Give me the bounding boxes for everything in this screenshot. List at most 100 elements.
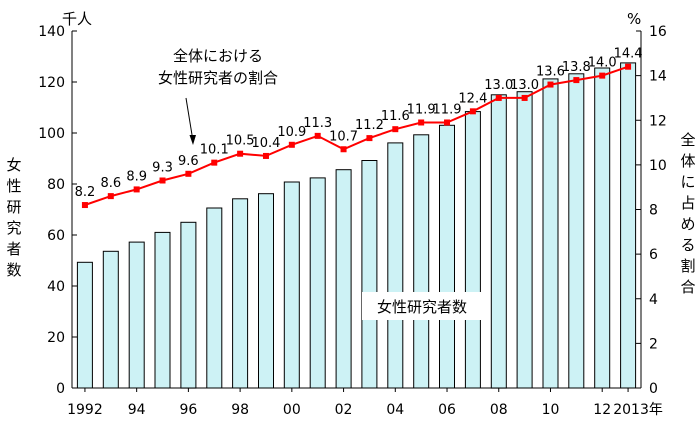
ratio-point-2005 [418,119,425,126]
ratio-point-1996 [185,170,192,177]
x-tick-label: 04 [386,402,404,418]
bar-1993 [102,250,119,389]
ratio-label-2013: 14.4 [614,47,643,62]
x-tick-label: 08 [490,402,508,418]
left-tick-label: 140 [38,24,65,40]
bar-2001 [309,177,326,389]
ratio-label-1996: 9.6 [178,154,199,169]
ratio-point-2004 [392,126,399,133]
left-tick-label: 0 [56,381,65,397]
ratio-point-2003 [366,135,373,142]
ratio-label-2007: 12.4 [458,91,487,106]
x-tick-label: 00 [283,402,301,418]
right-tick-label: 16 [649,24,667,40]
right-tick-label: 4 [649,292,658,308]
ratio-label-2008: 13.0 [484,78,513,93]
bar-2013 [620,62,637,389]
bar-1995 [154,231,171,389]
right-tick-label: 10 [649,158,667,174]
x-tick-label: 94 [128,402,146,418]
bar-2004 [387,142,404,389]
ratio-line [84,65,629,206]
ratio-label-2001: 11.3 [303,116,332,131]
ratio-label-2004: 11.6 [381,109,410,124]
line-annotation: 全体における 女性研究者の割合 [142,40,294,145]
left-axis-label: 女性研究者数 [6,156,21,279]
ratio-label-1999: 10.4 [252,136,281,151]
bar-1997 [206,207,223,389]
ratio-label-2002: 10.7 [329,129,358,144]
right-tick-label: 6 [649,247,658,263]
x-tick-label: 98 [231,402,249,418]
bar-annotation: 女性研究者数 [362,292,482,320]
ratio-label-1995: 9.3 [152,160,173,175]
ratio-point-2013 [625,63,632,70]
ratio-point-2010 [547,81,554,88]
annotation-arrowhead [189,135,196,145]
line-annotation-line1: 全体における [173,47,263,65]
left-tick-label: 20 [47,330,65,346]
ratio-label-2005: 11.9 [407,102,436,117]
ratio-label-2000: 10.9 [277,125,306,140]
left-tick-label: 60 [47,228,65,244]
ratio-point-1995 [159,177,166,184]
right-tick-label: 12 [649,113,667,129]
ratio-point-2006 [444,119,451,126]
left-axis-unit: 千人 [62,10,92,28]
ratio-point-2001 [314,132,321,139]
ratio-point-1993 [107,193,114,200]
bars-group [76,62,637,389]
bar-1994 [128,241,145,389]
ratio-point-2000 [288,141,295,148]
ratio-point-1994 [133,186,140,193]
bar-annotation-label: 女性研究者数 [377,298,467,316]
x-tick-label: 02 [335,402,353,418]
x-tick-label: 10 [542,402,560,418]
right-tick-label: 14 [649,69,667,85]
data-labels-group: 8.28.6 8.99.3 9.610.110.510.410.911.310.71… [75,47,643,200]
left-tick-label: 80 [47,177,65,193]
x-tick-label: 06 [438,402,456,418]
bar-1998 [232,198,249,389]
right-tick-label: 2 [649,336,658,352]
ratio-label-2011: 13.8 [562,60,591,75]
ratio-point-2002 [340,146,347,153]
x-tick-label: 2013年 [613,402,663,418]
line-annotation-line2: 女性研究者の割合 [158,69,278,87]
right-tick-label: 8 [649,203,658,219]
bar-2005 [413,134,430,389]
left-tick-label: 100 [38,126,65,142]
ratio-label-2003: 11.2 [355,118,384,133]
annotation-arrow [185,97,194,142]
right-axis-label: 全体に占める割合 [680,131,695,296]
bar-2009 [516,91,533,389]
bar-1999 [258,193,274,389]
ratio-point-1999 [262,152,269,159]
ratio-label-1994: 8.9 [126,169,147,184]
right-tick-label: 0 [649,381,658,397]
right-axis-unit: % [627,10,641,28]
bar-annotation-bg [362,292,482,320]
bar-2010 [542,78,559,389]
ratio-label-1997: 10.1 [200,143,229,158]
ratio-point-2009 [521,94,528,101]
bar-2007 [464,111,481,389]
x-tick-label: 1992 [67,402,103,418]
line-annotation-bg [142,40,294,92]
bar-2011 [568,73,585,389]
ratio-label-2010: 13.6 [536,65,565,80]
ratio-label-2009: 13.0 [510,78,539,93]
bar-1992 [76,261,93,389]
ratio-line-group [81,63,632,209]
left-tick-label: 40 [47,279,65,295]
ratio-label-1993: 8.6 [100,176,121,191]
bar-2000 [283,181,300,389]
x-tick-label: 96 [179,402,197,418]
bar-1996 [180,221,197,389]
ratio-point-2008 [495,94,502,101]
bar-2003 [361,160,378,389]
ratio-point-1992 [81,202,88,209]
ratio-point-1997 [211,159,218,166]
bar-2012 [594,67,611,389]
